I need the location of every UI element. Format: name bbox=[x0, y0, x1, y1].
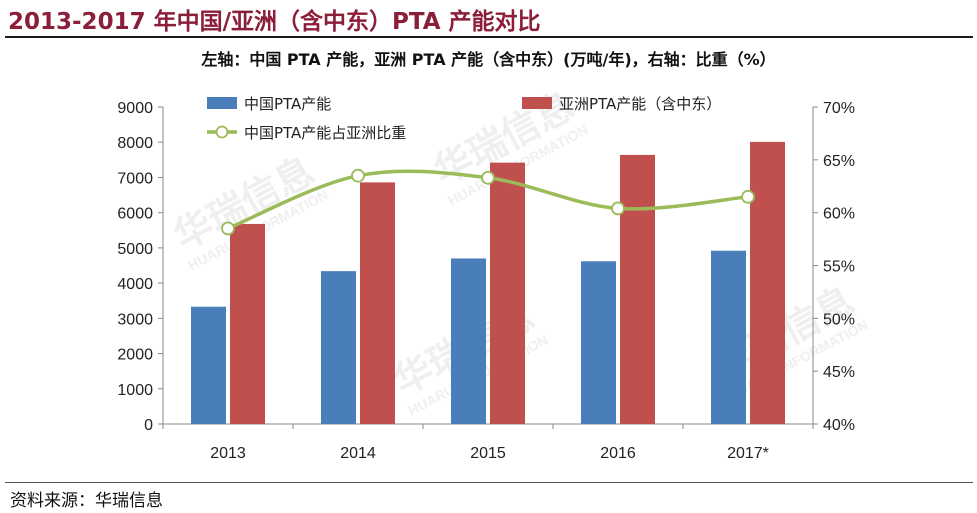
china-capacity-bar bbox=[191, 306, 226, 424]
china-capacity-bar bbox=[321, 271, 356, 424]
axis-note: 左轴：中国 PTA 产能，亚洲 PTA 产能（含中东）(万吨/年)，右轴：比重（… bbox=[201, 50, 776, 69]
ratio-point bbox=[741, 189, 755, 204]
title-divider bbox=[5, 36, 973, 38]
ratio-point bbox=[611, 201, 625, 216]
left-tick-label: 7000 bbox=[117, 170, 153, 187]
asia-capacity-bar bbox=[750, 141, 785, 424]
x-tick-label: 2014 bbox=[340, 445, 376, 462]
left-tick-label: 6000 bbox=[117, 206, 153, 223]
legend-label-ratio: 中国PTA产能占亚洲比重 bbox=[244, 124, 406, 142]
legend: 中国PTA产能 亚洲PTA产能（含中东） 中国PTA产能占亚洲比重 bbox=[207, 95, 721, 142]
bars bbox=[191, 141, 785, 424]
ratio-point bbox=[221, 221, 235, 236]
asia-capacity-bar bbox=[360, 182, 395, 424]
right-tick-label: 50% bbox=[823, 311, 855, 328]
right-tick-label: 40% bbox=[823, 417, 855, 434]
left-tick-label: 5000 bbox=[117, 241, 153, 258]
asia-capacity-bar bbox=[620, 154, 655, 424]
left-tick-label: 2000 bbox=[117, 347, 153, 364]
x-tick-label: 2017* bbox=[727, 445, 769, 462]
legend-swatch-china bbox=[207, 97, 237, 109]
ratio-point bbox=[351, 168, 365, 183]
source-note: 资料来源：华瑞信息 bbox=[10, 491, 163, 511]
x-tick-label: 2013 bbox=[210, 445, 246, 462]
x-tick-label: 2015 bbox=[470, 445, 506, 462]
china-capacity-bar bbox=[451, 258, 486, 424]
asia-capacity-bar bbox=[230, 223, 265, 424]
asia-capacity-bar bbox=[490, 162, 525, 424]
source-divider bbox=[5, 482, 973, 483]
right-tick-label: 55% bbox=[823, 259, 855, 276]
left-tick-label: 8000 bbox=[117, 135, 153, 152]
right-tick-label: 70% bbox=[823, 100, 855, 117]
right-tick-label: 65% bbox=[823, 153, 855, 170]
x-tick-label: 2016 bbox=[600, 445, 636, 462]
legend-label-china: 中国PTA产能 bbox=[244, 95, 331, 113]
axes: 0 1000 2000 3000 4000 5000 6000 7000 8000 9000 40%… bbox=[117, 100, 855, 462]
china-capacity-bar bbox=[711, 250, 746, 424]
left-tick-label: 0 bbox=[144, 417, 153, 434]
legend-swatch-asia bbox=[522, 97, 552, 109]
left-tick-label: 4000 bbox=[117, 276, 153, 293]
legend-label-asia: 亚洲PTA产能（含中东） bbox=[559, 95, 721, 113]
legend-swatch-ratio-marker bbox=[215, 125, 229, 139]
right-tick-label: 60% bbox=[823, 206, 855, 223]
left-tick-label: 3000 bbox=[117, 311, 153, 328]
report-title: 2013-2017 年中国/亚洲（含中东）PTA 产能对比 bbox=[8, 9, 541, 35]
ratio-point bbox=[481, 170, 495, 185]
right-tick-label: 45% bbox=[823, 364, 855, 381]
ratio-line bbox=[221, 168, 755, 236]
left-tick-label: 9000 bbox=[117, 100, 153, 117]
china-capacity-bar bbox=[581, 261, 616, 424]
left-tick-label: 1000 bbox=[117, 382, 153, 399]
